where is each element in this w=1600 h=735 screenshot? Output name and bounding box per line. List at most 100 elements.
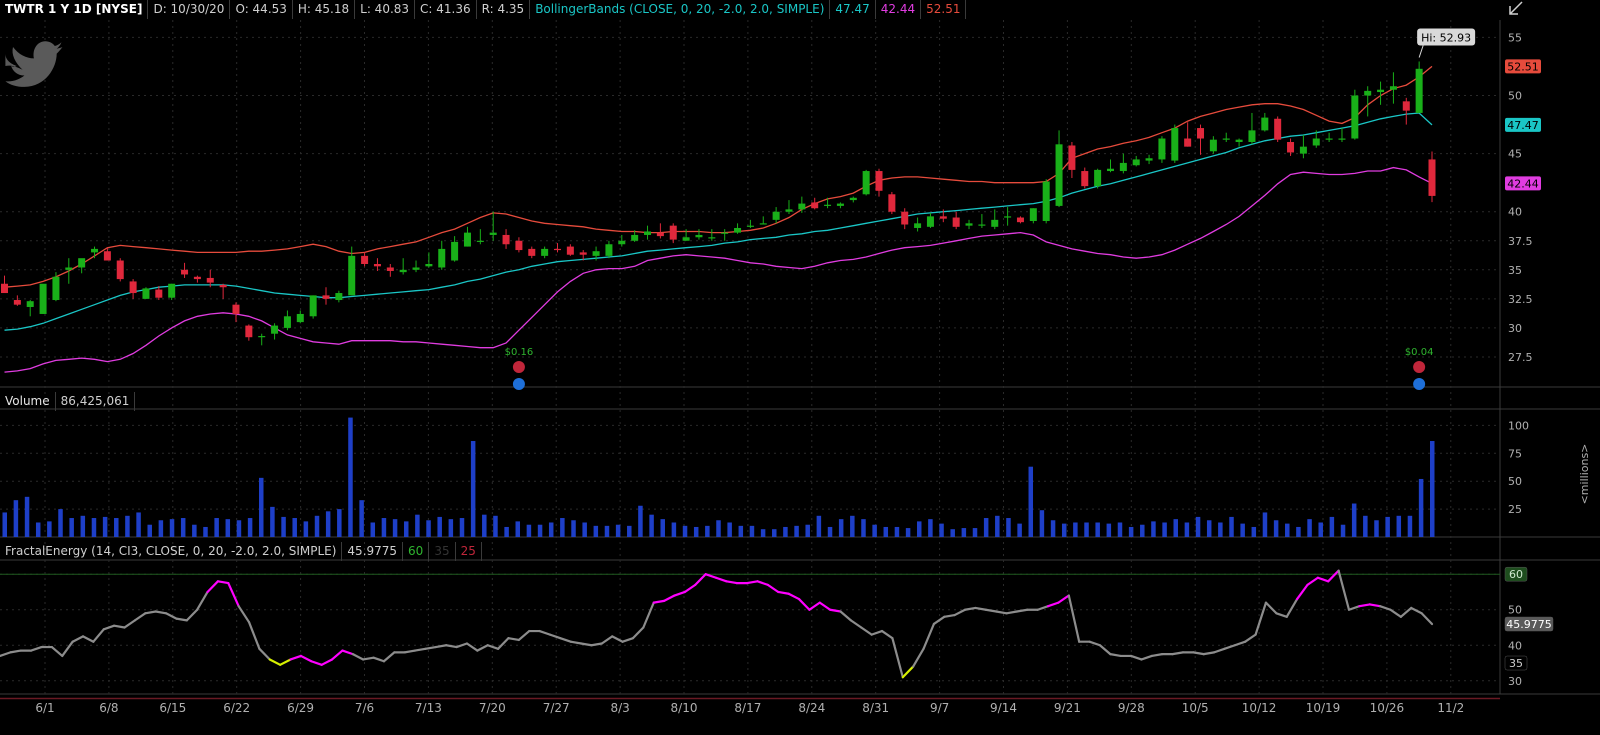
fe-line-segment [974,606,987,611]
volume-bar [861,519,866,537]
candle-body [386,267,394,271]
fe-line-segment [631,626,645,640]
volume-bar [961,528,967,537]
fe-35: 35 [429,542,456,561]
candle-body [489,232,497,235]
volume-bar [916,521,922,537]
volume-bar [1028,466,1034,537]
x-tick-label: 10/26 [1370,701,1405,715]
earnings-icon [512,361,525,373]
date-readout: D: 10/30/20 [148,0,231,19]
mid-band-tag: 47.47 [1507,119,1539,132]
volume-bar [426,520,431,537]
fe-line-segment [538,629,552,636]
lower-band-value: 42.44 [876,0,922,19]
volume-bar [649,514,654,537]
price-tick-label: 40 [1508,206,1522,219]
candle-body [836,203,844,206]
fe-line-segment [1410,606,1423,615]
chart-settings-icon[interactable] [1507,0,1527,18]
volume-bar [526,524,532,537]
candle-body [1016,217,1024,223]
fe-line-segment [1202,651,1216,656]
volume-bar [1106,523,1112,537]
fe-line-segment [704,573,718,579]
fe-line-segment [1244,633,1257,643]
fe-line-segment [714,576,728,583]
fe-line-segment [1057,594,1070,604]
x-tick-label: 8/31 [862,701,889,715]
x-tick-label: 9/7 [930,701,949,715]
volume-bar [459,518,465,537]
upper-band-tag-bg [1505,59,1541,74]
fe-tick-label: 30 [1508,675,1522,688]
volume-bar [292,518,297,537]
fe-line-segment [1316,576,1330,583]
candle-body [1197,128,1205,139]
volume-label[interactable]: Volume [0,392,56,411]
fe-line-segment [1005,610,1019,615]
fe-line-segment [1275,612,1288,618]
fe-line-segment [963,606,977,611]
candle-body [772,211,780,220]
candle-body [592,251,600,256]
volume-bar [1195,516,1201,537]
volume-bar [638,505,643,537]
volume-bar [69,518,74,537]
fe-line-segment [663,594,676,602]
candle-body [309,295,317,317]
fe-line-segment [0,651,12,658]
candle-body [103,251,111,261]
fe-label[interactable]: FractalEnergy (14, CI3, CLOSE, 0, 20, -2… [0,542,343,561]
volume-bar [749,525,755,537]
study-label[interactable]: BollingerBands (CLOSE, 0, 20, -2.0, 2.0,… [530,0,831,19]
fe-line-segment [92,628,105,643]
candle-body [1248,130,1256,142]
fe-line-segment [185,608,199,622]
candle-body [952,217,960,227]
volume-bar [169,519,175,537]
lower-band-tag: 42.44 [1507,177,1539,190]
fe-line-segment [995,610,1008,615]
hi-callout-pointer [1418,45,1424,58]
fe-upper-tag-bg [1504,566,1528,582]
info-icon [1413,378,1426,390]
fe-line-segment [476,644,489,652]
volume-bar [1140,524,1145,537]
fe-line-segment [351,653,365,661]
candle-body [155,289,163,298]
volume-bar [325,511,331,537]
candle-body [271,325,279,334]
symbol-label[interactable]: TWTR 1 Y 1D [NYSE] [0,0,149,19]
fe-line-segment [1389,608,1402,618]
fe-line-segment [299,654,313,663]
close-readout: C: 41.36 [415,0,477,19]
fe-line-segment [932,615,946,626]
fe-line-segment [247,621,261,650]
fe-line-segment [30,645,43,652]
fe-line-segment [569,640,583,645]
volume-bar [147,524,152,537]
candle-body [193,276,201,280]
earnings-icon [1413,361,1426,373]
volume-bar [247,518,253,537]
x-tick-label: 8/3 [610,701,629,715]
volume-tick-label: 50 [1508,475,1522,488]
fe-line-segment [507,637,520,642]
candle-body [232,304,240,314]
x-tick-label: 10/12 [1242,701,1277,715]
upper-band-value: 52.51 [921,0,967,19]
x-tick-label: 7/13 [415,701,442,715]
x-tick-label: 6/22 [223,701,250,715]
volume-bar [560,518,565,537]
fe-line-segment [590,642,603,647]
volume-bar [448,519,454,537]
fe-line-segment [123,619,136,629]
fe-line-segment [196,590,209,611]
mid-band-value: 47.47 [830,0,876,19]
volume-bar [705,525,710,537]
fe-line-segment [268,658,282,666]
candle-body [1042,181,1050,222]
volume-bar [1318,522,1323,537]
volume-bar [872,524,877,537]
